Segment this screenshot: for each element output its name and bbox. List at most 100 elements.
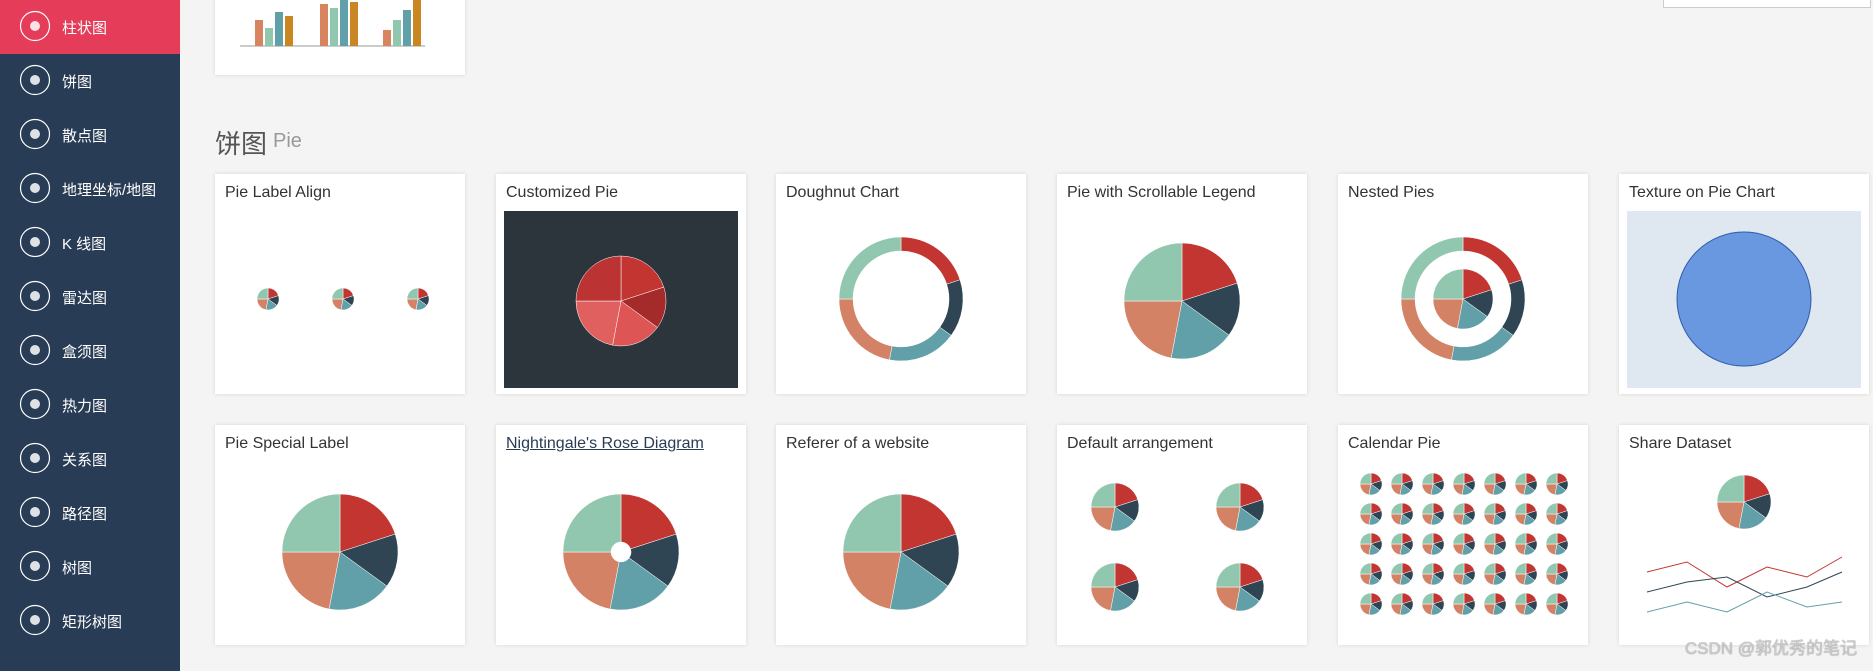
pie-slice <box>562 493 622 553</box>
card[interactable]: Pie Label Align <box>215 174 465 394</box>
icon-dot <box>30 453 40 463</box>
pie-slice <box>575 300 622 346</box>
pie-slice <box>256 287 269 300</box>
thumbnail <box>1346 211 1580 388</box>
pie-slice <box>1390 502 1403 515</box>
menu-icon <box>19 334 51 366</box>
thumbnail <box>784 211 1018 388</box>
card[interactable]: Pie Special Label <box>215 425 465 645</box>
icon-ring <box>19 496 51 528</box>
pie-slice <box>1090 482 1116 508</box>
menu-item[interactable]: 矩形树图 <box>0 594 180 648</box>
pie-slice <box>1400 236 1464 300</box>
pie-slice <box>1359 502 1372 515</box>
pie-slice <box>1359 592 1372 605</box>
thumb <box>240 0 425 47</box>
pie-slice <box>1421 562 1434 575</box>
icon-ring <box>19 334 51 366</box>
pie-slice <box>900 533 960 587</box>
menu-icon <box>19 10 51 42</box>
thumb-chart <box>1123 242 1241 360</box>
pie-slice <box>331 287 344 300</box>
card[interactable]: Doughnut Chart <box>776 174 1026 394</box>
pie-slice <box>1514 532 1527 545</box>
card-title: Customized Pie <box>506 184 619 201</box>
card[interactable]: Nested Pies <box>1338 174 1588 394</box>
pie-slice <box>1545 502 1558 515</box>
pie-slice <box>1514 592 1527 605</box>
pie-slice <box>1090 562 1116 588</box>
pie-slice <box>1090 586 1116 611</box>
menu-item[interactable]: 路径图 <box>0 486 180 540</box>
pie-slice <box>628 533 680 587</box>
pie-slice <box>1090 506 1116 531</box>
icon-ring <box>19 172 51 204</box>
card[interactable]: Pie with Scrollable Legend <box>1057 174 1307 394</box>
menu-icon <box>19 604 51 636</box>
pie-slice <box>1514 502 1527 515</box>
menu-label: 树图 <box>62 560 93 577</box>
menu-label: 关系图 <box>62 452 108 469</box>
pie-slice <box>1421 472 1434 485</box>
pie-slice <box>1123 300 1183 359</box>
pie-slice <box>1215 482 1241 508</box>
card[interactable]: Share Dataset <box>1619 425 1869 645</box>
pie-slice <box>1716 501 1745 529</box>
card[interactable]: Customized Pie <box>496 174 746 394</box>
section-subtitle: Pie <box>273 130 302 152</box>
menu-label: 雷达图 <box>62 290 108 307</box>
pie-slice <box>842 551 902 610</box>
icon-ring <box>19 118 51 150</box>
thumb-chart <box>842 493 960 611</box>
card-title: Texture on Pie Chart <box>1629 184 1775 201</box>
thumb-line <box>1646 556 1843 588</box>
pie-slice <box>1452 502 1465 515</box>
menu-icon <box>19 118 51 150</box>
thumbnail <box>504 462 738 639</box>
card-title: Referer of a website <box>786 435 930 452</box>
menu-icon <box>19 496 51 528</box>
menu-icon <box>19 388 51 420</box>
card[interactable]: Calendar Pie <box>1338 425 1588 645</box>
menu-item[interactable]: 树图 <box>0 540 180 594</box>
thumb-bg <box>504 462 738 639</box>
pie-slice <box>842 493 902 553</box>
pie-slice <box>1421 532 1434 545</box>
pie-slice <box>1452 592 1465 605</box>
menu-item[interactable]: 关系图 <box>0 432 180 486</box>
icon-ring <box>19 604 51 636</box>
menu-item[interactable]: 雷达图 <box>0 270 180 324</box>
card-title: Nightingale's Rose Diagram <box>506 435 704 452</box>
menu-item[interactable]: K 线图 <box>0 216 180 270</box>
card[interactable]: Referer of a website <box>776 425 1026 645</box>
menu-item[interactable]: 柱状图 <box>0 0 180 54</box>
pie-slice <box>1545 472 1558 485</box>
pie-slice <box>1390 532 1403 545</box>
icon-dot <box>30 507 40 517</box>
card-title: Pie Special Label <box>225 435 349 452</box>
thumb-chart <box>575 255 667 347</box>
pie-slice <box>900 493 957 553</box>
card[interactable]: Texture on Pie Chart <box>1619 174 1869 394</box>
icon-dot <box>30 129 40 139</box>
menu-item[interactable]: 盒须图 <box>0 324 180 378</box>
top-card[interactable] <box>215 0 465 75</box>
pie-slice <box>889 551 949 611</box>
pie-slice <box>1123 242 1183 302</box>
menu-item[interactable]: 散点图 <box>0 108 180 162</box>
pie-slice <box>1215 562 1241 588</box>
menu-item[interactable]: 热力图 <box>0 378 180 432</box>
pie-slice <box>620 493 677 550</box>
texture-pie <box>1676 231 1812 367</box>
card[interactable]: Default arrangement <box>1057 425 1307 645</box>
card-title: Nested Pies <box>1348 184 1435 201</box>
thumb-chart <box>1400 236 1526 362</box>
menu-icon <box>19 550 51 582</box>
pie-slice <box>1514 562 1527 575</box>
menu-item[interactable]: 饼图 <box>0 54 180 108</box>
card-title: Share Dataset <box>1629 435 1732 452</box>
menu-item[interactable]: 地理坐标/地图 <box>0 162 180 216</box>
section-title: 饼图 <box>215 129 268 159</box>
card[interactable]: Nightingale's Rose Diagram <box>496 425 746 645</box>
